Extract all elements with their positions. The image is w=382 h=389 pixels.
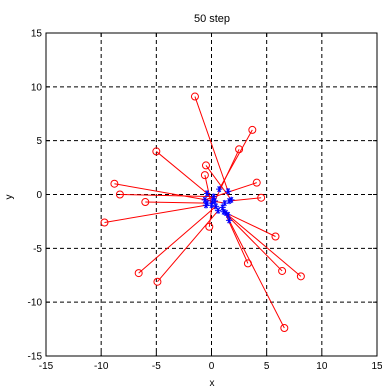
start-point — [271, 232, 280, 241]
x-axis-label: x — [210, 378, 215, 389]
trajectory-line — [119, 194, 214, 198]
end-point — [203, 190, 211, 197]
start-point — [248, 125, 257, 134]
end-point — [225, 217, 233, 224]
chart-title: 50 step — [194, 13, 230, 25]
trajectory-line — [227, 214, 302, 277]
x-tick-label: -15 — [39, 361, 54, 372]
trajectory-line — [214, 149, 240, 202]
x-tick-label: 5 — [264, 361, 270, 372]
start-point — [115, 190, 124, 199]
start-point — [257, 193, 266, 202]
start-point — [100, 218, 109, 227]
end-point — [212, 203, 220, 210]
start-point — [190, 92, 199, 101]
start-point — [252, 178, 261, 187]
start-point — [243, 259, 252, 268]
start-point — [110, 179, 119, 188]
end-point — [216, 185, 223, 193]
start-point — [278, 266, 287, 275]
start-point — [134, 269, 143, 278]
end-point — [201, 196, 209, 204]
y-tick-label: 15 — [31, 29, 43, 40]
trajectory-line — [194, 96, 229, 192]
end-point — [225, 197, 233, 205]
start-point — [153, 277, 162, 286]
end-point — [220, 208, 227, 215]
trajectory-line — [104, 204, 207, 223]
trajectory-line — [225, 212, 276, 237]
start-point — [152, 147, 161, 156]
x-tick-label: 0 — [209, 361, 215, 372]
y-tick-label: -15 — [28, 352, 43, 363]
trajectory-lines — [104, 96, 302, 329]
trajectory-line — [156, 151, 208, 194]
start-point — [141, 198, 150, 207]
trajectory-line — [229, 197, 262, 202]
trajectory-line — [145, 201, 208, 204]
y-tick-label: 10 — [31, 82, 43, 93]
end-markers — [201, 185, 235, 224]
start-point — [201, 161, 210, 170]
start-point — [296, 272, 305, 281]
trajectory-line — [205, 165, 232, 201]
end-point — [224, 188, 232, 195]
start-markers — [100, 92, 305, 333]
y-tick-label: 0 — [36, 190, 42, 201]
y-axis-label: y — [4, 195, 15, 200]
grid — [46, 33, 377, 356]
y-tick-label: 5 — [36, 136, 42, 147]
trajectory-line — [228, 220, 285, 329]
start-point — [280, 324, 289, 333]
start-point — [205, 222, 214, 231]
end-point — [209, 197, 216, 205]
x-tick-label: -5 — [152, 361, 161, 372]
end-point — [224, 211, 232, 219]
end-point — [214, 207, 222, 214]
x-tick-label: 15 — [371, 361, 382, 372]
x-tick-label: 10 — [316, 361, 328, 372]
start-point — [235, 145, 244, 154]
end-point — [202, 202, 210, 209]
x-tick-label: -10 — [94, 361, 109, 372]
y-tick-label: -5 — [33, 244, 42, 255]
y-tick-label: -10 — [28, 298, 43, 309]
trajectory-line — [157, 210, 219, 283]
trajectory-line — [138, 205, 217, 274]
ticks: -15 -10 -5 0 5 10 15 -15 -10 -5 0 5 10 15 — [28, 29, 382, 373]
start-point — [200, 171, 209, 180]
trajectory-line — [223, 211, 283, 272]
